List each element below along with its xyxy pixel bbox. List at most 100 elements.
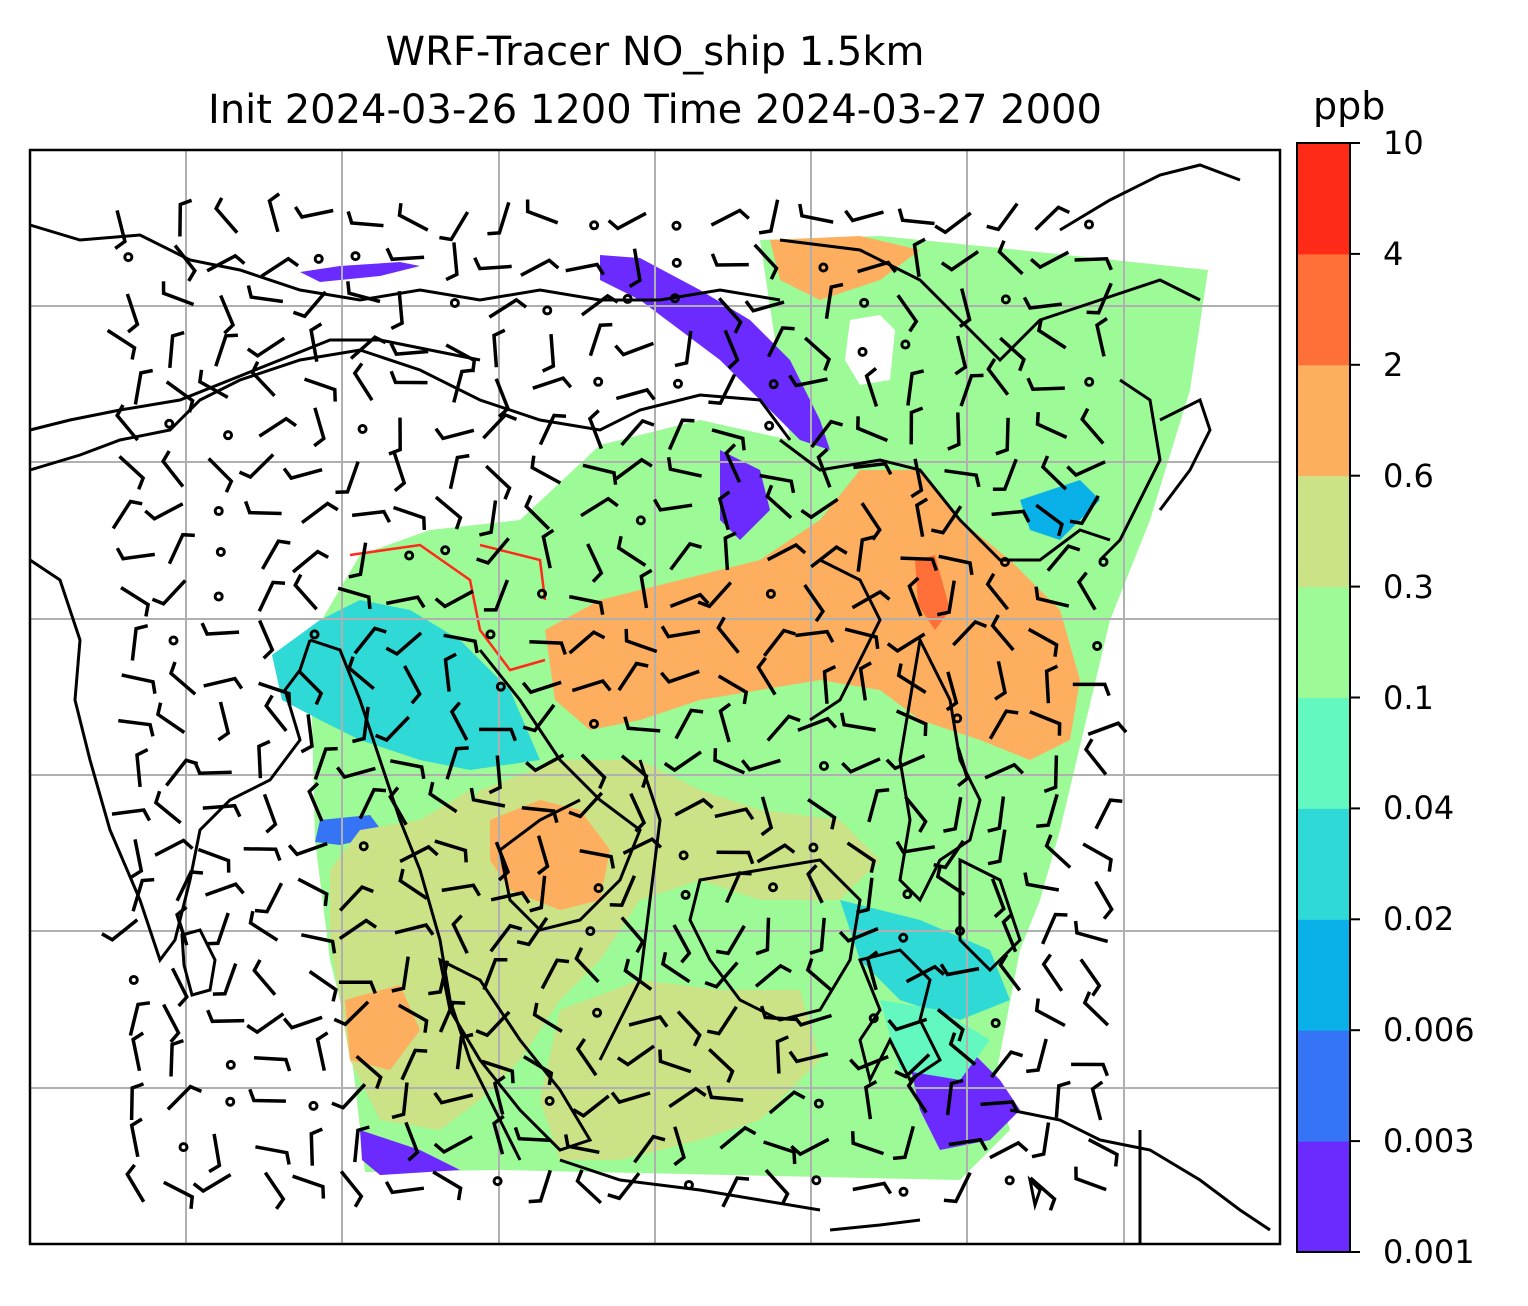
wind-barb <box>111 499 143 530</box>
wind-barb <box>575 1038 598 1077</box>
wind-barb <box>292 290 327 319</box>
wind-barb <box>351 706 370 744</box>
wind-barb <box>309 1127 323 1166</box>
wind-barb <box>959 373 984 407</box>
wind-barb <box>448 453 470 490</box>
calm-marker <box>672 378 683 389</box>
wind-barb <box>428 781 458 814</box>
wind-barb <box>248 910 279 942</box>
wind-barb <box>568 594 605 616</box>
wind-barb <box>529 640 567 655</box>
wind-barb <box>944 468 981 488</box>
wind-barb <box>133 368 154 405</box>
wind-barb <box>432 1170 463 1201</box>
wind-barb <box>346 210 384 228</box>
wind-barb <box>674 708 704 740</box>
wind-barb <box>528 1169 552 1204</box>
wind-barb <box>765 484 793 520</box>
wind-barb <box>936 580 956 617</box>
wind-barb <box>162 1180 195 1209</box>
wind-barb <box>1022 296 1063 310</box>
wind-barb <box>397 202 429 232</box>
concentration-region <box>545 470 1080 760</box>
gridlines <box>30 150 1280 1244</box>
wind-barb <box>488 297 528 319</box>
wind-barb <box>985 572 1010 611</box>
wind-barb <box>1035 411 1068 439</box>
wind-barb <box>513 1126 552 1143</box>
colorbar-tick-label: 0.1 <box>1383 678 1434 717</box>
calm-marker <box>859 297 870 308</box>
wind-barb <box>767 326 795 358</box>
wind-barb <box>391 956 410 993</box>
wind-barb <box>1086 282 1113 315</box>
wind-barb <box>575 1169 603 1205</box>
calm-marker <box>813 1098 824 1109</box>
wind-barb <box>153 790 182 825</box>
wind-barb <box>253 1055 292 1072</box>
calm-marker <box>350 251 361 262</box>
wind-barb <box>1040 912 1068 945</box>
coastline <box>779 438 1111 562</box>
calm-marker <box>592 1007 603 1018</box>
wind-barb <box>309 322 323 363</box>
wind-barb <box>867 788 890 823</box>
wind-barb <box>586 543 604 583</box>
wind-barb <box>987 796 1006 833</box>
calm-marker <box>225 1096 236 1107</box>
calm-marker <box>990 1018 1001 1029</box>
wind-barb <box>130 839 144 879</box>
wind-barb <box>740 758 781 772</box>
coastline <box>1059 163 1241 232</box>
wind-barb <box>988 709 1019 740</box>
wind-barb <box>668 1086 707 1109</box>
wind-barb <box>217 701 231 742</box>
colorbar-segment <box>1297 1141 1350 1253</box>
wind-barb <box>1087 1138 1119 1167</box>
wind-barb <box>994 660 1007 701</box>
wind-barb <box>243 500 282 516</box>
wind-barb <box>165 380 195 413</box>
wind-barb <box>168 330 185 369</box>
wind-barb <box>768 1090 806 1115</box>
wind-barb <box>434 589 474 609</box>
wind-barb <box>616 535 647 567</box>
wind-barb <box>717 297 743 334</box>
wind-barb <box>987 829 1007 866</box>
wind-barb <box>438 1000 466 1033</box>
wind-barb <box>262 793 278 834</box>
wind-barb <box>708 373 737 406</box>
coastline <box>829 1218 921 1232</box>
wind-barb <box>1074 257 1113 271</box>
wind-barb <box>169 1038 184 1077</box>
calm-marker <box>178 1142 189 1153</box>
wind-barb <box>162 1003 181 1044</box>
wind-barb <box>622 837 663 855</box>
wind-barb <box>759 473 796 494</box>
wind-barb <box>844 627 880 650</box>
wind-barb <box>258 416 298 438</box>
colorbar-segment <box>1297 1030 1350 1142</box>
wind-barb <box>1043 755 1059 794</box>
calm-marker <box>902 889 913 900</box>
wind-barb <box>206 253 246 273</box>
wind-barb <box>118 718 155 737</box>
wind-barb <box>257 739 271 779</box>
wind-barb <box>900 556 939 572</box>
wind-barb <box>1040 455 1068 491</box>
wind-barb <box>443 633 479 654</box>
wind-barb <box>986 357 1010 396</box>
wind-barb <box>669 541 702 571</box>
wind-barb <box>111 808 152 822</box>
wind-barb <box>660 951 691 984</box>
wind-barb <box>541 528 555 569</box>
coastline <box>779 238 1201 363</box>
wind-barb <box>865 950 879 991</box>
calm-marker <box>215 546 226 557</box>
wind-barb <box>1029 250 1070 270</box>
concentration-region <box>600 255 830 450</box>
wind-barb <box>1035 503 1064 537</box>
wind-barb <box>353 626 387 655</box>
wind-barb <box>154 838 194 857</box>
calm-marker <box>223 430 234 441</box>
